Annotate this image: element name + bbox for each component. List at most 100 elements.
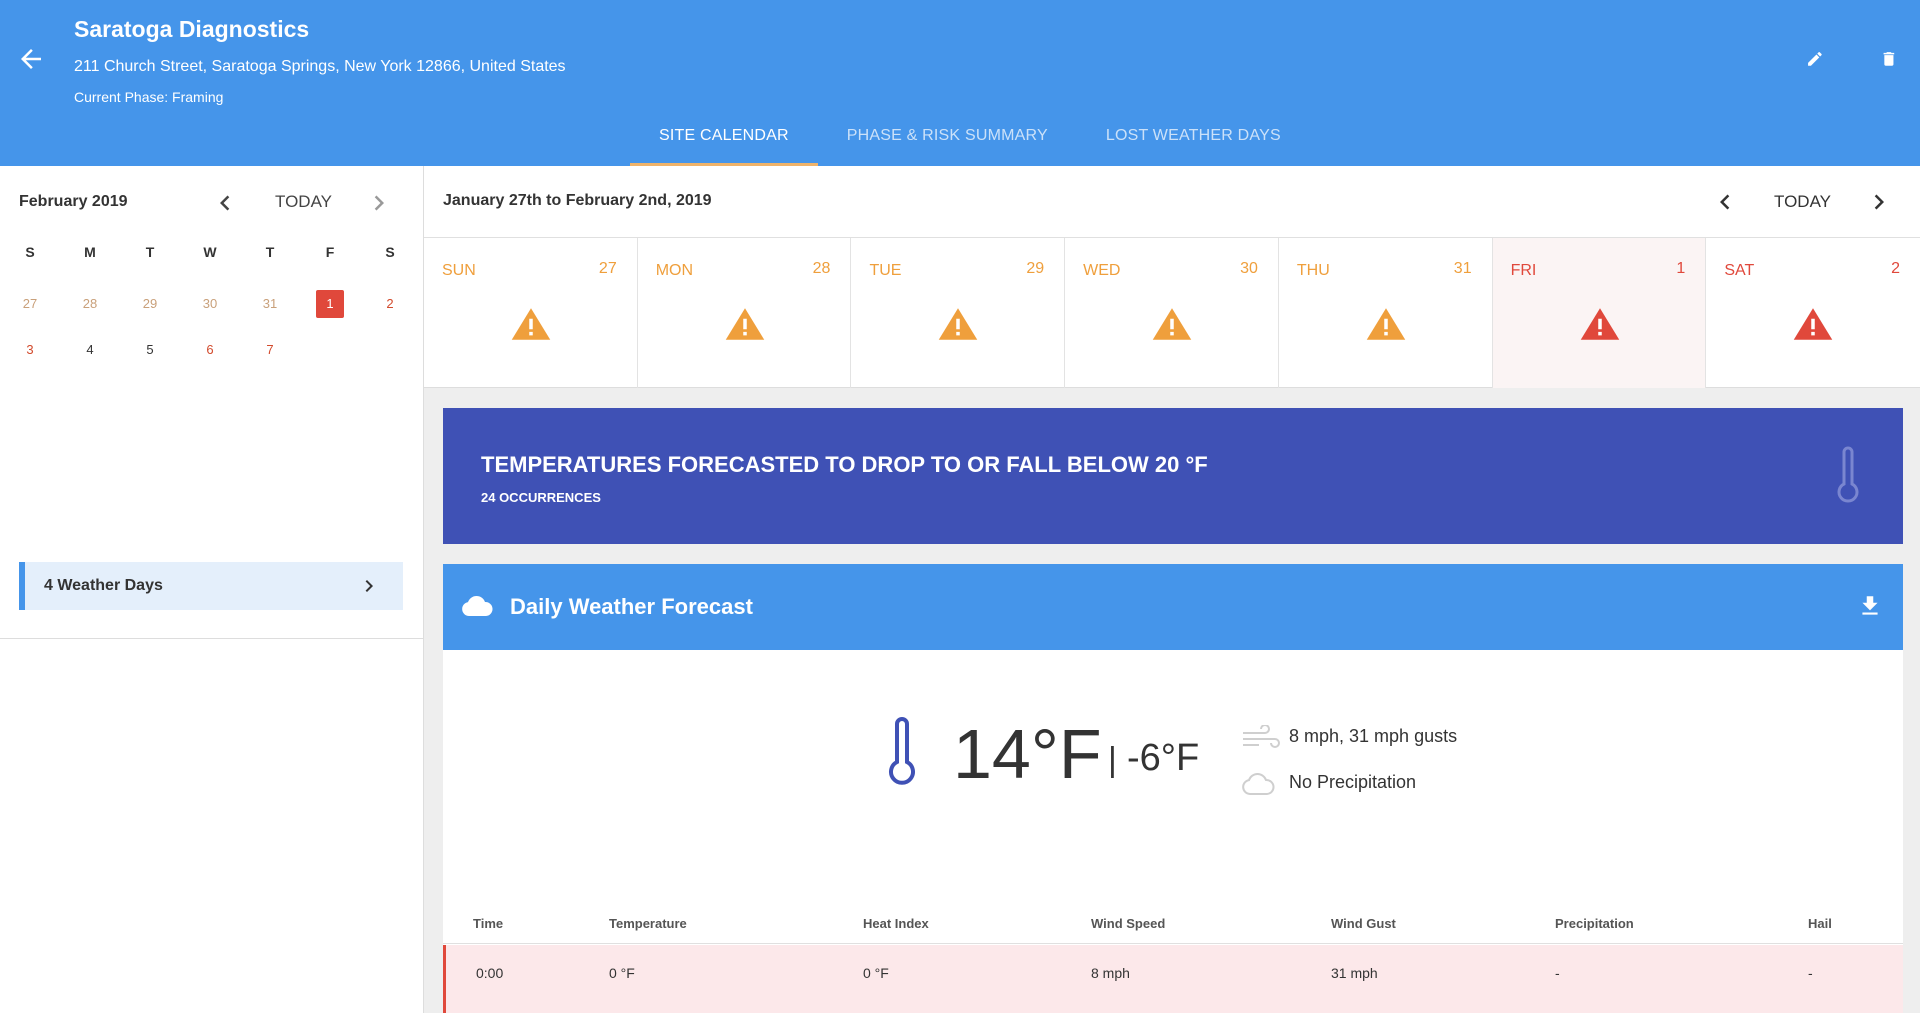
mini-today-button[interactable]: TODAY [275,192,332,211]
weather-days-item[interactable]: 4 Weather Days [19,562,403,610]
column-header-precipitation: Precipitation [1555,916,1634,931]
chevron-left-icon[interactable] [1710,187,1740,217]
day-name: SUN [442,262,476,279]
day-name: MON [655,262,694,279]
weekday-head: S [25,244,35,260]
cell-precipitation: - [1555,965,1560,981]
week-today-button[interactable]: TODAY [1774,192,1831,211]
calendar-day-selected[interactable]: 1 [300,290,360,336]
cell-wind-gust: 31 mph [1331,965,1378,981]
tab-phase-risk-summary[interactable]: PHASE & RISK SUMMARY [846,127,1048,144]
forecast-wind: 8 mph, 31 mph gusts [1289,726,1458,746]
day-card-mon[interactable]: MON 28 [638,238,852,388]
weekday-head: T [145,244,155,260]
calendar-day[interactable]: 29 [120,290,180,336]
warning-icon [725,308,764,340]
cloud-icon [462,596,493,616]
forecast-precipitation: No Precipitation [1289,772,1417,792]
daily-forecast-card: Daily Weather Forecast 14°F | -6°F 8 mph… [443,564,1903,1013]
calendar-day[interactable]: 27 [0,290,60,336]
thermometer-icon [1837,446,1859,503]
day-number: 27 [598,260,617,277]
calendar-day[interactable]: 4 [60,336,120,382]
trash-icon[interactable] [1876,46,1902,72]
forecast-low-temp: -6°F [1127,737,1200,779]
site-name: Saratoga Diagnostics [74,16,310,42]
left-panel: February 2019 TODAY S M T W T F S 27 28 … [0,166,424,1013]
cell-hail: - [1808,965,1813,981]
cell-wind-speed: 8 mph [1091,965,1130,981]
pencil-icon[interactable] [1802,46,1828,72]
forecast-temp-separator: | [1108,741,1117,779]
tab-site-calendar[interactable]: SITE CALENDAR [630,118,818,166]
cell-temperature: 0 °F [609,965,635,981]
download-icon[interactable] [1857,592,1883,620]
day-card-sat[interactable]: SAT 2 [1706,238,1920,388]
day-number: 29 [1026,260,1045,277]
hourly-table-header: Time Temperature Heat Index Wind Speed W… [443,904,1903,944]
calendar-day[interactable]: 7 [240,336,300,382]
warning-icon [939,308,978,340]
danger-warning-icon [1794,308,1833,340]
day-card-fri[interactable]: FRI 1 [1492,238,1707,388]
calendar-day-label: 1 [316,290,344,318]
column-header-wind-gust: Wind Gust [1331,916,1396,931]
calendar-day[interactable]: 31 [240,290,300,336]
alert-title: TEMPERATURES FORECASTED TO DROP TO OR FA… [481,452,1208,477]
calendar-day-label: 4 [86,342,94,357]
site-address: 211 Church Street, Saratoga Springs, New… [74,58,566,75]
weekday-header-row: S M T W T F S [0,244,424,290]
day-card-tue[interactable]: TUE 29 [851,238,1066,388]
tab-bar: SITE CALENDAR PHASE & RISK SUMMARY LOST … [630,118,1310,166]
warning-icon [1152,308,1192,340]
calendar-week-row: 27 28 29 30 31 1 2 [0,290,424,336]
calendar-day-label: 6 [206,342,214,357]
weekday-head: W [203,244,217,260]
forecast-title: Daily Weather Forecast [510,594,753,619]
day-number: 31 [1453,260,1472,277]
forecast-high-temp: 14°F [953,715,1102,793]
day-number: 2 [1891,260,1901,277]
mini-calendar-month: February 2019 [19,193,128,210]
column-header-temperature: Temperature [609,916,687,931]
chevron-right-icon[interactable] [364,188,394,218]
calendar-day[interactable]: 2 [360,290,420,336]
calendar-day[interactable]: 3 [0,336,60,382]
day-card-wed[interactable]: WED 30 [1065,238,1279,388]
day-card-thu[interactable]: THU 31 [1279,238,1493,388]
chevron-left-icon[interactable] [210,188,240,218]
warning-icon [1366,308,1406,340]
day-number: 1 [1676,260,1686,277]
calendar-day[interactable]: 5 [120,336,180,382]
current-phase: Current Phase: Framing [74,89,224,105]
calendar-day[interactable]: 28 [60,290,120,336]
cell-heat-index: 0 °F [863,965,889,981]
calendar-day-label: 5 [146,342,154,357]
day-name: SAT [1724,262,1755,279]
chevron-right-icon [365,580,373,592]
calendar-day-label: 29 [142,296,158,311]
table-row[interactable] [443,1003,1903,1013]
calendar-day-label: 3 [26,342,34,357]
wind-icon [1243,725,1280,748]
cloud-icon [1242,773,1275,795]
main-panel: January 27th to February 2nd, 2019 TODAY… [424,166,1920,1013]
warning-icon [511,308,551,340]
week-range-label: January 27th to February 2nd, 2019 [443,192,712,209]
site-header: Saratoga Diagnostics 211 Church Street, … [0,0,1920,166]
arrow-left-icon[interactable] [16,44,46,74]
calendar-day[interactable]: 30 [180,290,240,336]
calendar-day-label: 27 [22,296,38,311]
weather-days-label: 4 Weather Days [44,577,163,594]
thermometer-icon [889,717,915,785]
calendar-day[interactable]: 6 [180,336,240,382]
table-row[interactable]: 0:00 0 °F 0 °F 8 mph 31 mph - - [443,945,1903,1003]
calendar-day-label: 31 [262,296,278,311]
tab-lost-weather-days[interactable]: LOST WEATHER DAYS [1105,127,1281,144]
chevron-right-icon[interactable] [1864,187,1894,217]
mini-calendar-grid: S M T W T F S 27 28 29 30 31 1 2 3 4 5 6… [0,244,424,382]
temperature-alert-banner[interactable]: TEMPERATURES FORECASTED TO DROP TO OR FA… [443,408,1903,544]
forecast-header: Daily Weather Forecast [443,564,1903,650]
day-card-sun[interactable]: SUN 27 [424,238,638,388]
cell-time: 0:00 [476,965,504,981]
